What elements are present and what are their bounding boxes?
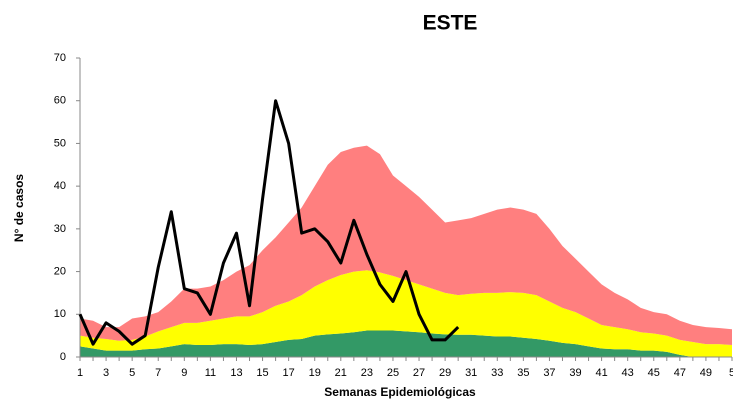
y-tick-label: 0 [60, 351, 66, 363]
y-tick-label: 60 [54, 95, 66, 107]
x-tick-label: 41 [595, 367, 607, 379]
x-tick-label: 7 [155, 367, 161, 379]
x-tick-label: 21 [335, 367, 347, 379]
x-tick-label: 5 [129, 367, 135, 379]
x-tick-label: 29 [439, 367, 451, 379]
x-tick-label: 45 [648, 367, 660, 379]
x-tick-label: 43 [622, 367, 634, 379]
x-tick-label: 5 [729, 367, 733, 379]
y-tick-label: 70 [54, 52, 66, 64]
x-tick-label: 3 [103, 367, 109, 379]
chart-title: ESTE [423, 12, 478, 35]
x-tick-label: 47 [674, 367, 686, 379]
y-tick-label: 40 [54, 180, 66, 192]
x-tick-label: 39 [569, 367, 581, 379]
x-tick-label: 31 [465, 367, 477, 379]
cases-line [78, 99, 460, 346]
x-tick-label: 25 [387, 367, 399, 379]
x-tick-label: 27 [413, 367, 425, 379]
area [80, 145, 732, 346]
x-tick-label: 1 [77, 367, 83, 379]
x-tick-label: 17 [283, 367, 295, 379]
x-tick-label: 35 [517, 367, 529, 379]
area [80, 330, 732, 357]
x-tick-label: 33 [491, 367, 503, 379]
x-axis-title: Semanas Epidemiológicas [324, 385, 476, 399]
x-tick-label: 19 [309, 367, 321, 379]
x-tick-label: 9 [181, 367, 187, 379]
y-tick-label: 20 [54, 265, 66, 277]
y-tick-label: 30 [54, 223, 66, 235]
x-tick-label: 11 [205, 367, 216, 379]
y-tick-label: 50 [54, 137, 66, 149]
area [80, 270, 732, 357]
x-tick-label: 13 [230, 367, 242, 379]
x-tick-label: 23 [361, 367, 373, 379]
x-tick-label: 49 [700, 367, 712, 379]
x-tick-label: 15 [256, 367, 268, 379]
x-tick-label: 37 [543, 367, 555, 379]
y-tick-label: 10 [54, 308, 66, 320]
y-axis-title: N° de casos [12, 174, 26, 242]
